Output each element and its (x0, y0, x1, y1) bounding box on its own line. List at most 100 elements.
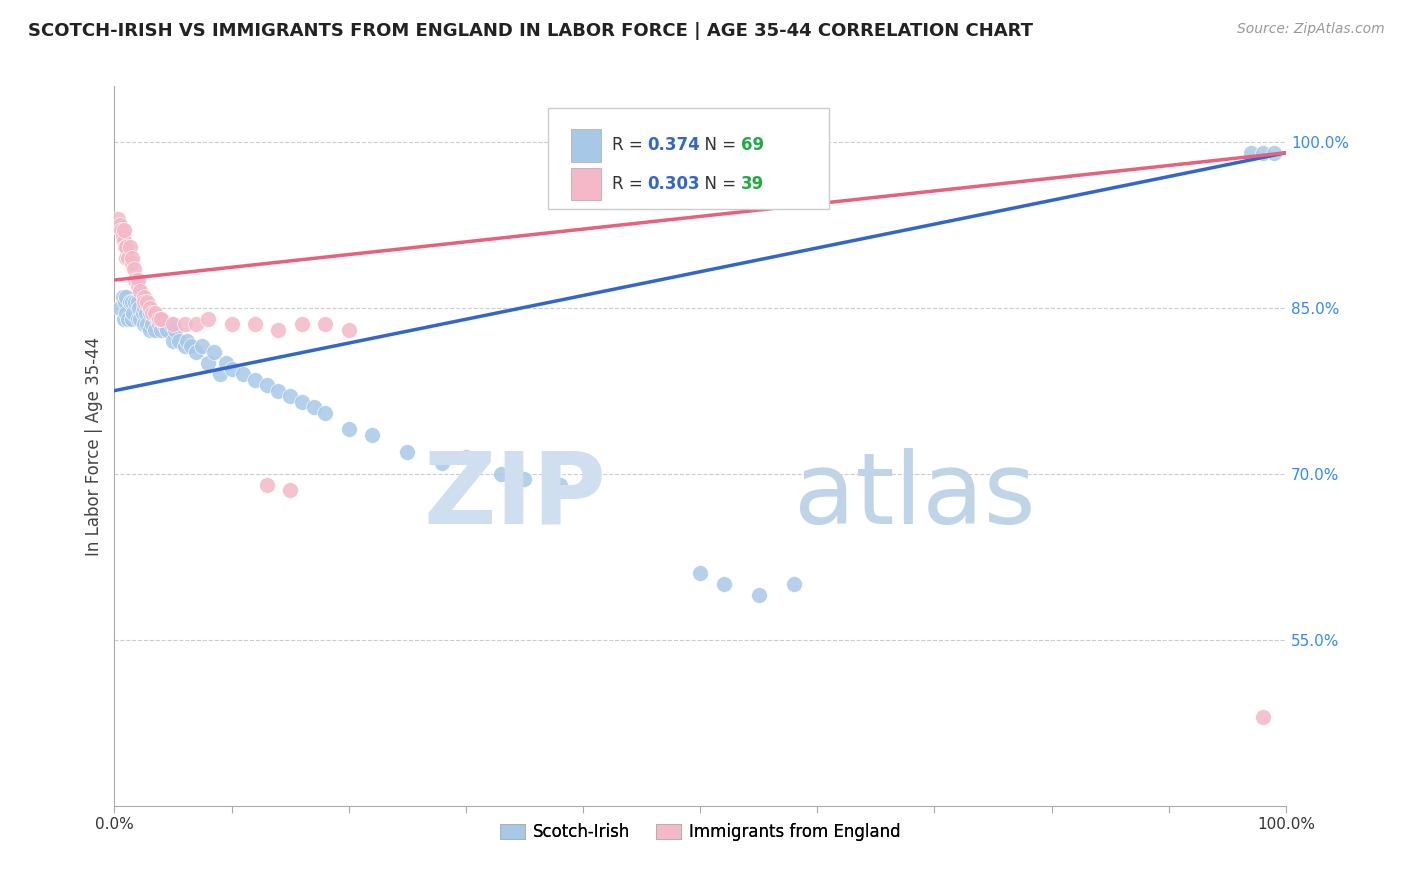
Point (127, 295, 149, 310)
Point (115, 240, 138, 254)
Text: atlas: atlas (794, 448, 1036, 545)
Point (267, 323, 290, 337)
FancyBboxPatch shape (571, 129, 600, 161)
Point (302, 401, 325, 415)
Point (548, 477, 571, 491)
Text: R =: R = (613, 175, 648, 194)
Point (243, 373, 266, 387)
Point (314, 406, 336, 420)
Y-axis label: In Labor Force | Age 35-44: In Labor Force | Age 35-44 (86, 336, 103, 556)
Point (141, 306, 163, 320)
Point (136, 295, 159, 310)
Point (145, 306, 167, 320)
Point (165, 323, 187, 337)
Legend: Scotch-Irish, Immigrants from England: Scotch-Irish, Immigrants from England (494, 816, 907, 847)
Point (136, 318, 159, 332)
Point (124, 261, 146, 276)
Text: ZIP: ZIP (423, 448, 606, 545)
Point (337, 422, 360, 436)
Point (148, 311, 170, 326)
Point (121, 251, 143, 265)
Point (110, 301, 132, 315)
Point (111, 290, 134, 304)
Point (243, 318, 266, 332)
Point (111, 228, 134, 243)
Text: 39: 39 (741, 175, 765, 194)
Point (127, 273, 149, 287)
Point (128, 301, 150, 315)
Point (148, 318, 170, 332)
Point (1251, 145, 1274, 160)
Point (129, 284, 152, 298)
Point (186, 318, 208, 332)
Point (152, 318, 174, 332)
Point (110, 223, 132, 237)
FancyBboxPatch shape (548, 108, 830, 209)
Point (291, 318, 314, 332)
Point (186, 345, 208, 359)
Point (208, 367, 231, 381)
Point (132, 301, 155, 315)
Point (127, 278, 149, 293)
Point (122, 306, 145, 320)
Point (118, 240, 141, 254)
Point (173, 339, 195, 353)
Point (232, 367, 254, 381)
FancyBboxPatch shape (571, 168, 600, 201)
Point (162, 334, 184, 348)
Point (256, 378, 278, 392)
Point (278, 389, 301, 403)
Point (142, 306, 165, 320)
Point (221, 318, 243, 332)
Point (489, 467, 512, 481)
Point (124, 295, 146, 310)
Text: N =: N = (695, 175, 742, 194)
Point (159, 318, 181, 332)
Point (191, 339, 214, 353)
Point (121, 295, 143, 310)
Point (138, 301, 160, 315)
Point (513, 472, 536, 486)
Point (202, 345, 225, 359)
Point (112, 223, 135, 237)
Point (256, 477, 278, 491)
Text: 0.303: 0.303 (648, 175, 700, 194)
Point (291, 394, 314, 409)
Point (396, 444, 419, 458)
Point (145, 311, 167, 326)
Point (115, 251, 138, 265)
Point (135, 306, 157, 320)
Point (114, 240, 136, 254)
Point (145, 323, 167, 337)
Text: SCOTCH-IRISH VS IMMIGRANTS FROM ENGLAND IN LABOR FORCE | AGE 35-44 CORRELATION C: SCOTCH-IRISH VS IMMIGRANTS FROM ENGLAND … (28, 22, 1033, 40)
Point (138, 306, 160, 320)
Text: Source: ZipAtlas.com: Source: ZipAtlas.com (1237, 22, 1385, 37)
Point (221, 361, 243, 376)
Point (197, 311, 219, 326)
Point (150, 311, 173, 326)
Point (156, 323, 179, 337)
Point (129, 311, 152, 326)
Point (713, 577, 735, 591)
Point (118, 295, 141, 310)
Point (150, 311, 173, 326)
Text: R =: R = (613, 136, 648, 154)
Point (131, 306, 153, 320)
Point (278, 483, 301, 498)
Point (115, 306, 138, 320)
Point (783, 577, 806, 591)
Point (150, 323, 173, 337)
Point (1263, 145, 1285, 160)
Point (117, 311, 139, 326)
Point (112, 311, 135, 326)
Point (124, 273, 146, 287)
Point (1240, 145, 1263, 160)
Point (432, 456, 454, 470)
Text: N =: N = (695, 136, 742, 154)
Point (121, 311, 143, 326)
Point (132, 295, 155, 310)
Point (167, 334, 190, 348)
Point (141, 318, 163, 332)
Point (173, 318, 195, 332)
Point (110, 218, 132, 232)
